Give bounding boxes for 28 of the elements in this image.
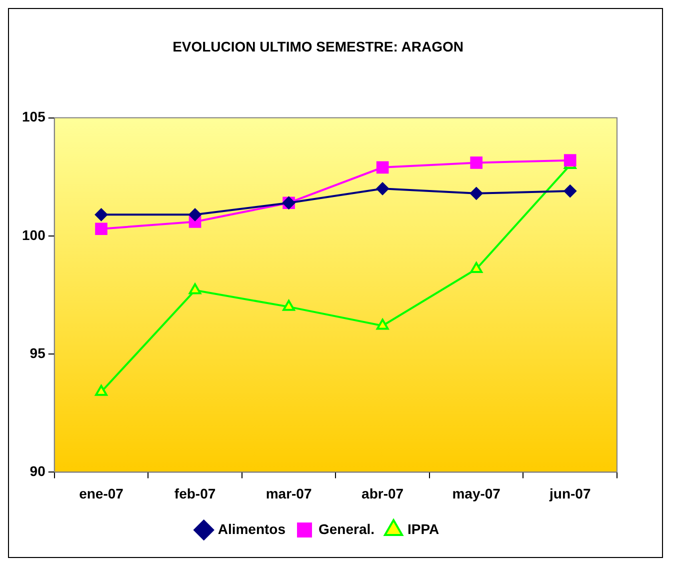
legend-label: General. [318,520,375,537]
y-tick-label: 95 [30,344,46,361]
point [564,184,577,198]
point [376,182,390,196]
point [94,208,108,222]
legend-label: Alimentos [218,520,286,537]
point [470,262,483,274]
point [95,384,108,396]
point [188,283,202,294]
x-tick-label: ene-07 [79,485,124,502]
x-tick-label: mar-07 [266,485,312,502]
legend-label: IPPA [408,520,440,537]
chart-title: EVOLUCION ULTIMO SEMESTRE: ARAGON [172,38,464,54]
point [470,186,483,200]
point [376,318,389,330]
x-tick-label: feb-07 [174,485,216,502]
point [376,161,389,174]
x-tick-label: abr-07 [362,485,404,502]
point [95,222,108,235]
point [470,156,482,169]
x-tick-label: jun-07 [548,485,591,502]
y-tick-label: 105 [22,108,46,125]
point [282,300,295,311]
y-tick-label: 90 [30,463,46,480]
point [564,154,576,166]
point [188,208,202,222]
x-tick-label: may-07 [452,485,501,502]
y-tick-label: 100 [22,226,46,243]
